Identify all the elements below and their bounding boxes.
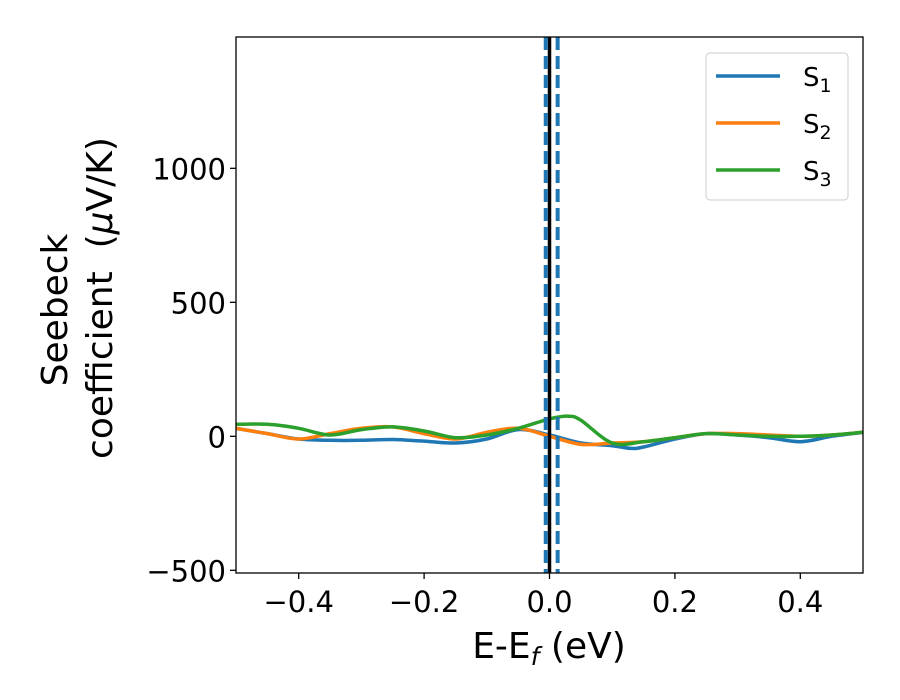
y-tick-label: 1000 (152, 152, 226, 186)
series-line-s3 (236, 414, 863, 447)
legend-label-s2: S2 (803, 110, 832, 144)
y-tick-label: −500 (146, 554, 226, 588)
x-tick-label: 0.2 (652, 585, 698, 619)
x-tick-label: −0.4 (263, 585, 333, 619)
x-axis-label: E-Ef (eV) (472, 626, 626, 671)
y-axis-ticks: −500 0 500 1000 (146, 152, 236, 588)
legend: S1 S2 S3 (705, 52, 849, 201)
legend-box (705, 52, 849, 201)
x-axis-ticks: −0.4 −0.2 0.0 0.2 0.4 (263, 573, 823, 619)
vline-layer (543, 37, 560, 573)
x-tick-label: −0.2 (389, 585, 459, 619)
y-tick-label: 0 (208, 420, 226, 454)
y-axis-label-line-1: Seebeck (35, 233, 76, 386)
x-tick-label: 0.4 (777, 585, 823, 619)
y-axis-label-line-2: coefficient (μV/K) (80, 137, 121, 459)
legend-label-s3: S3 (803, 157, 832, 191)
legend-label-s1: S1 (803, 63, 832, 97)
x-tick-label: 0.0 (526, 585, 572, 619)
y-tick-label: 500 (171, 286, 226, 320)
legend-entries: S1 S2 S3 (716, 63, 832, 191)
